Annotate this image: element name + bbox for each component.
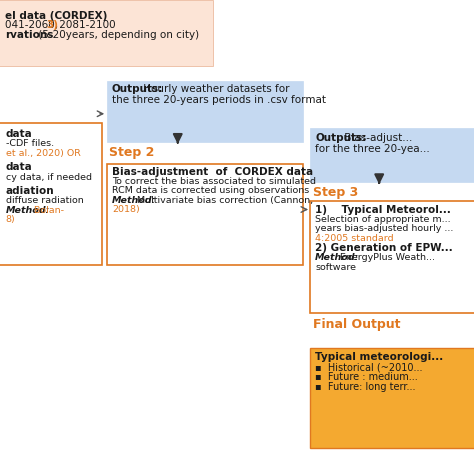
Text: 1)    Typical Meteorol...: 1) Typical Meteorol...	[315, 205, 451, 215]
Text: 041-2060,: 041-2060,	[5, 20, 61, 30]
FancyBboxPatch shape	[0, 0, 213, 66]
Text: 4:2005 standard: 4:2005 standard	[315, 234, 394, 243]
Text: el data (CORDEX): el data (CORDEX)	[5, 11, 107, 21]
Text: software: software	[315, 263, 356, 272]
Text: Method:: Method:	[112, 196, 156, 205]
Text: Method:: Method:	[6, 206, 50, 215]
FancyBboxPatch shape	[310, 201, 474, 313]
Text: Outputs:: Outputs:	[315, 133, 366, 143]
Text: EnergyPlus Weath...: EnergyPlus Weath...	[337, 253, 435, 262]
Text: Step 2: Step 2	[109, 146, 155, 159]
Text: Final Output: Final Output	[313, 318, 401, 330]
Text: for the three 20-yea...: for the three 20-yea...	[315, 144, 430, 154]
Text: ▪  Future: long terr...: ▪ Future: long terr...	[315, 382, 416, 392]
Text: ▪  Future : medium...: ▪ Future : medium...	[315, 372, 418, 382]
Text: years bias-adjusted hourly ...: years bias-adjusted hourly ...	[315, 224, 454, 233]
FancyBboxPatch shape	[0, 123, 102, 265]
Text: data: data	[6, 162, 32, 172]
Text: Bolan-: Bolan-	[31, 206, 64, 215]
Text: 3): 3)	[46, 20, 58, 30]
Text: Outputs:: Outputs:	[112, 84, 163, 94]
Text: et al., 2020) OR: et al., 2020) OR	[6, 149, 81, 158]
FancyBboxPatch shape	[107, 81, 303, 142]
Text: 2081-2100: 2081-2100	[56, 20, 116, 30]
Text: adiation: adiation	[6, 186, 55, 196]
Text: cy data, if needed: cy data, if needed	[6, 173, 91, 182]
Text: 2018): 2018)	[112, 205, 140, 214]
Text: 2) Generation of EPW...: 2) Generation of EPW...	[315, 243, 453, 253]
Text: Selection of appropriate m...: Selection of appropriate m...	[315, 215, 451, 224]
Text: Hourly weather datasets for: Hourly weather datasets for	[140, 84, 290, 94]
Text: RCM data is corrected using observations: RCM data is corrected using observations	[112, 186, 309, 195]
Text: Bias-adjustment  of  CORDEX data: Bias-adjustment of CORDEX data	[112, 167, 313, 177]
Text: ▪  Historical (~2010...: ▪ Historical (~2010...	[315, 362, 423, 372]
Text: To correct the bias associated to simulated: To correct the bias associated to simula…	[112, 177, 316, 186]
Text: diffuse radiation: diffuse radiation	[6, 196, 83, 205]
Text: (5-20years, depending on city): (5-20years, depending on city)	[35, 30, 199, 40]
Text: data: data	[6, 129, 32, 139]
Text: Bias-adjust...: Bias-adjust...	[341, 133, 413, 143]
Text: Step 3: Step 3	[313, 186, 358, 199]
FancyBboxPatch shape	[310, 128, 474, 182]
Text: the three 20-years periods in .csv format: the three 20-years periods in .csv forma…	[112, 95, 326, 105]
Text: Typical meteorologi...: Typical meteorologi...	[315, 352, 444, 362]
Text: 8): 8)	[6, 215, 16, 224]
Text: Method:: Method:	[315, 253, 359, 262]
FancyBboxPatch shape	[107, 164, 303, 265]
FancyBboxPatch shape	[310, 348, 474, 448]
Text: Multivariate bias correction (Cannon,: Multivariate bias correction (Cannon,	[134, 196, 313, 205]
Text: rvations: rvations	[5, 30, 53, 40]
Text: -CDF files.: -CDF files.	[6, 139, 54, 148]
